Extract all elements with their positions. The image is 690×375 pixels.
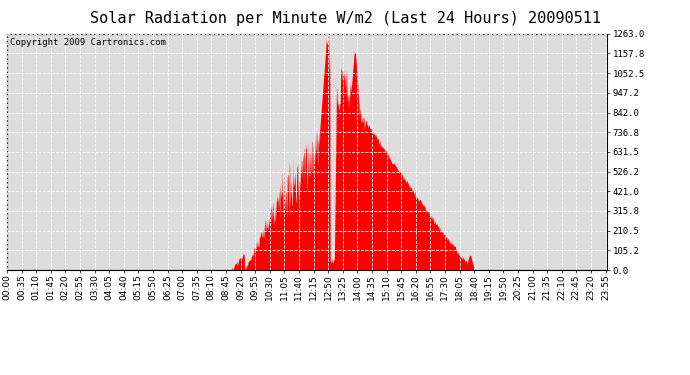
Text: Solar Radiation per Minute W/m2 (Last 24 Hours) 20090511: Solar Radiation per Minute W/m2 (Last 24… (90, 11, 600, 26)
Text: Copyright 2009 Cartronics.com: Copyright 2009 Cartronics.com (10, 39, 166, 48)
